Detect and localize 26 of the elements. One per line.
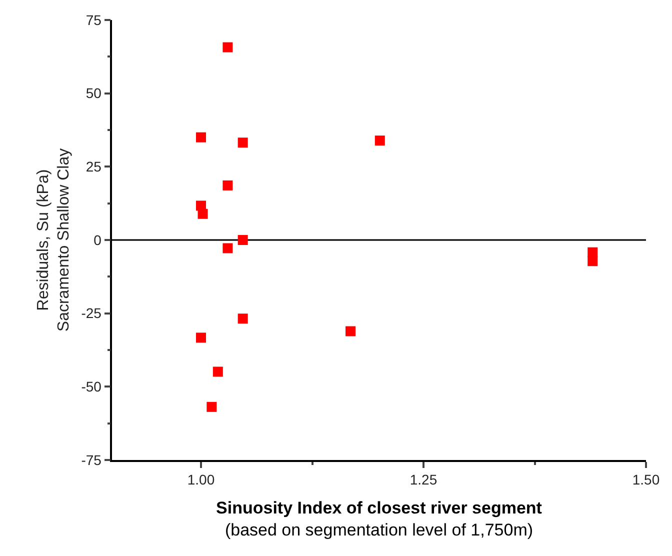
point [588,256,598,266]
y-axis-title: Residuals, Su (kPa) Sacramento Shallow Clay [34,148,73,332]
point [238,235,248,245]
point [346,326,356,336]
x-tick-label: 1.00 [187,472,215,488]
point [238,138,248,148]
point [198,208,208,219]
y-tick-label: -25 [81,305,102,322]
y-tick-label: 0 [94,232,102,248]
point [222,180,233,190]
point [222,243,233,254]
point [222,42,233,52]
point [206,402,217,412]
x-axis-title: Sinuosity Index of closest river segment (based on segmentation level of 1,750m) [216,498,542,540]
x-tick-label: 1.50 [632,472,660,488]
y-tick-label: 25 [86,158,102,175]
x-tick-label: 1.25 [410,472,438,488]
y-tick-label: 75 [86,12,102,28]
point [238,314,248,324]
y-tick-label: -75 [81,452,102,468]
point [196,132,206,142]
point [374,136,385,146]
point [212,366,223,377]
y-tick-label: -50 [81,378,102,395]
point [196,332,206,343]
y-tick-label: 50 [86,85,102,102]
